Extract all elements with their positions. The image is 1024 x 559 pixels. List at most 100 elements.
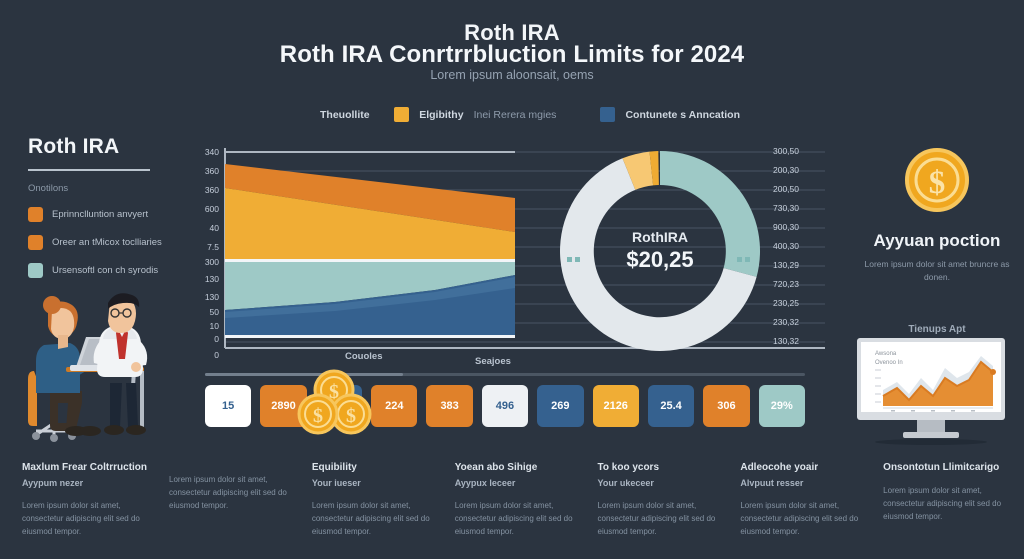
donut-dots-left <box>567 249 583 267</box>
metric-badge[interactable]: 2126 <box>592 385 639 427</box>
svg-text:$: $ <box>929 165 946 201</box>
metric-badge[interactable]: 29% <box>758 385 805 427</box>
column-heading: Adleocohe yoair <box>740 462 819 473</box>
donut-slice-light-amber <box>622 151 654 190</box>
badge-value: 15 <box>222 400 235 412</box>
progress-fill <box>205 373 403 376</box>
column-heading: To koo ycors <box>597 462 660 473</box>
y-tick-left-5: 7.5 <box>207 242 219 252</box>
column-body: Lorem ipsum dolor sit amet, consectetur … <box>597 501 716 537</box>
area-chart: 340 360 360 600 40 7.5 300 130 130 50 10… <box>185 140 825 367</box>
donut-slice-teal <box>660 151 761 277</box>
chart-legend: Theuollite Elgibithy Inei Rerera mgies C… <box>320 107 740 122</box>
x-tick-label-couples: Couoles <box>345 351 383 362</box>
y-tick-right-8: 230,25 <box>773 298 799 308</box>
bottom-column-3: Equibility Your iueser Lorem ipsum dolor… <box>312 462 433 539</box>
y-tick-left-1: 360 <box>204 166 219 176</box>
donut-center-label: RothIRA <box>632 229 688 245</box>
sidebar-legend-item-1: Eprinnclluntion anvyert <box>28 207 178 222</box>
sidebar-legend-item-2: Oreer an tMicox toclliaries <box>28 235 178 250</box>
y-tick-right-9: 230,32 <box>773 317 799 327</box>
progress-bar[interactable] <box>205 373 805 376</box>
donut-slice-light <box>560 158 757 351</box>
y-tick-right-6: 130,29 <box>773 260 799 270</box>
metric-badge[interactable]: 383 <box>426 385 473 427</box>
y-tick-left-8: 130 <box>204 292 219 302</box>
column-body: Lorem ipsum dolor sit amet, consectetur … <box>311 501 430 537</box>
badge-value: 224 <box>385 400 404 412</box>
metric-badge[interactable]: 496 <box>481 385 529 427</box>
column-body: Lorem ipsum dolor sit amet, consectetur … <box>169 475 287 511</box>
badge-value: 496 <box>495 400 515 412</box>
badge-value: 25.4 <box>660 400 682 412</box>
svg-text:$: $ <box>329 381 339 403</box>
column-body: Lorem ipsum dolor sit amet, consectetur … <box>740 501 859 537</box>
column-body: Lorem ipsum dolor sit amet, consectetur … <box>22 501 140 537</box>
right-sidebar-tag: Tienups Apt <box>908 323 966 335</box>
x-tick-label-singles: Seajoes <box>475 356 511 367</box>
page-title: Roth IRA Conrtrrbluction Limits for 2024 <box>279 41 745 68</box>
sidebar-caption: Onotilons <box>28 183 69 194</box>
column-subheading: Ayypux leceer <box>454 478 516 488</box>
svg-text:$: $ <box>313 405 323 427</box>
legend-swatch-contribution <box>600 107 616 122</box>
badge-value: 29% <box>770 400 793 412</box>
legend-group-label: Theuollite <box>320 108 370 121</box>
badge-value: 2890 <box>271 400 296 412</box>
y-tick-right-1: 200,30 <box>773 165 799 175</box>
column-body: Lorem ipsum dolor sit amet, consectetur … <box>454 501 573 537</box>
page-subtitle: Lorem ipsum aloonsait, oems <box>430 68 594 82</box>
metric-badge[interactable]: 269 <box>537 385 584 427</box>
column-subheading: Your ukeceer <box>597 478 654 488</box>
y-axis-left: 340 360 360 600 40 7.5 300 130 130 50 10… <box>185 140 219 365</box>
column-heading: Equibility <box>311 462 357 473</box>
svg-text:Awsona: Awsona <box>875 351 897 357</box>
y-tick-left-0: 340 <box>204 147 219 157</box>
y-axis-right: 300,50 200,30 200,50 730,30 900,30 400,3… <box>755 140 825 365</box>
y-tick-left-7: 130 <box>204 274 219 284</box>
y-tick-left-6: 300 <box>204 257 219 267</box>
y-tick-right-10: 130,32 <box>773 336 799 346</box>
badge-value: 383 <box>440 400 459 412</box>
column-heading: Yoean abo Sihige <box>454 462 538 473</box>
badge-value: 2126 <box>603 400 628 412</box>
metric-badge[interactable]: 224 <box>371 385 418 427</box>
sidebar-title: Roth IRA <box>28 135 120 158</box>
bottom-columns: Maxlum Frear Coltrruction Ayypum nezer L… <box>22 462 1004 539</box>
dollar-coin-icon: $ <box>905 148 969 212</box>
chart-gridlines <box>224 148 825 349</box>
column-body: Lorem ipsum dolor sit amet, consectetur … <box>883 486 1002 522</box>
donut-center-value: $20,25 <box>626 247 694 272</box>
sidebar-swatch-1 <box>28 207 43 222</box>
y-tick-right-2: 200,50 <box>773 184 799 194</box>
column-heading: Maxlum Frear Coltrruction <box>22 462 148 473</box>
badge-value: 269 <box>551 400 570 412</box>
legend-label-contribution: Contunete s Anncation <box>625 108 740 121</box>
y-tick-right-4: 900,30 <box>773 222 799 232</box>
bottom-column-4: Yoean abo Sihige Ayypux leceer Lorem ips… <box>455 462 576 539</box>
metric-badge[interactable]: 306 <box>703 385 750 427</box>
y-tick-right-3: 730,30 <box>773 203 799 213</box>
metric-badge[interactable]: 15 <box>205 385 252 427</box>
y-tick-right-7: 720,23 <box>773 279 799 289</box>
right-sidebar-title: Ayyuan poction <box>873 231 1001 250</box>
y-tick-right-5: 400,30 <box>773 241 799 251</box>
column-subheading: Your iueser <box>311 478 361 488</box>
bottom-column-6: Adleocohe yoair Alvpuut resser Lorem ips… <box>740 462 861 539</box>
y-tick-left-9: 50 <box>209 307 219 317</box>
sidebar-legend-item-3: Ursensoftl con ch syrodis <box>28 263 178 278</box>
column-subheading: Alvpuut resser <box>740 478 804 488</box>
sidebar-legend-label-1: Eprinnclluntion anvyert <box>52 209 149 220</box>
badge-value: 306 <box>717 400 736 412</box>
donut-dots-right <box>737 249 753 267</box>
sidebar-legend-label-2: Oreer an tMicox toclliaries <box>52 237 162 248</box>
people-at-desk-illustration <box>28 293 148 442</box>
bottom-column-2: Lorem ipsum dolor sit amet, consectetur … <box>169 462 290 539</box>
y-tick-left-10: 10 <box>209 321 219 331</box>
y-tick-left-2: 360 <box>204 185 219 195</box>
header: Roth IRA Roth IRA Conrtrrbluction Limits… <box>0 0 1024 100</box>
svg-text:Ovenoo In: Ovenoo In <box>875 360 903 366</box>
metric-badge[interactable]: 25.4 <box>647 385 695 427</box>
y-tick-right-0: 300,50 <box>773 146 799 156</box>
